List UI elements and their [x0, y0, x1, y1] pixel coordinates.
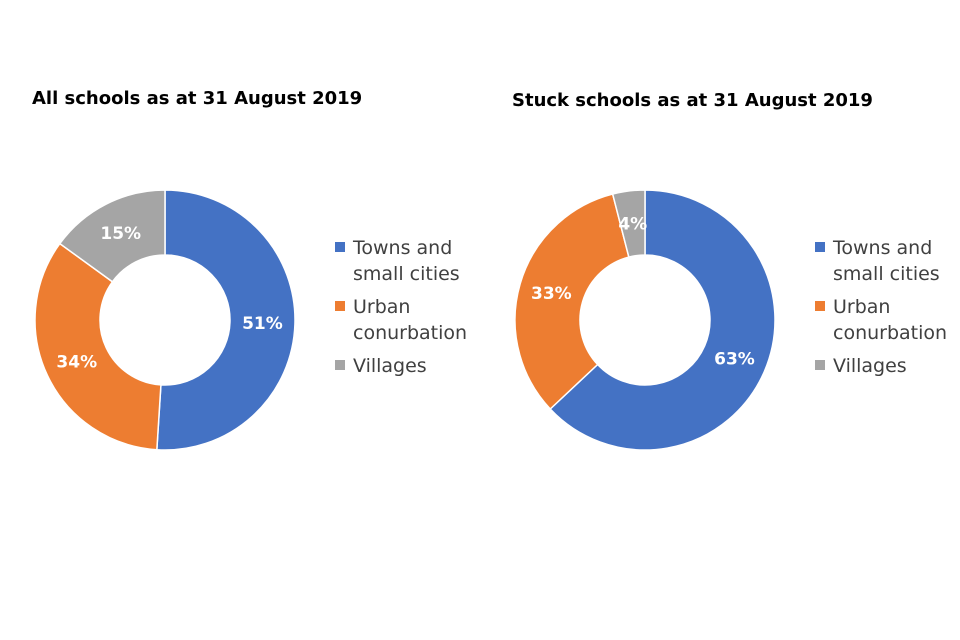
- data-label-towns-and-small-cities: 51%: [242, 314, 283, 334]
- legend-label: conurbation: [833, 322, 947, 344]
- legend-label: small cities: [353, 263, 460, 285]
- legend-item-urban-conurbation: Urban conurbation: [815, 296, 947, 344]
- data-label-villages: 15%: [100, 224, 141, 244]
- legend-swatch: [335, 242, 345, 252]
- chart-title: Stuck schools as at 31 August 2019: [512, 90, 873, 111]
- data-label-urban-conurbation: 33%: [531, 284, 572, 304]
- legend-item-towns-and-small-cities: Towns and small cities: [335, 237, 460, 285]
- legend-label: Towns and: [832, 237, 932, 259]
- data-label-urban-conurbation: 34%: [56, 353, 97, 373]
- legend-swatch: [335, 360, 345, 370]
- chart-title: All schools as at 31 August 2019: [32, 88, 362, 109]
- data-label-towns-and-small-cities: 63%: [714, 350, 755, 370]
- legend-label: Urban: [833, 296, 890, 318]
- legend-label: conurbation: [353, 322, 467, 344]
- legend-swatch: [815, 242, 825, 252]
- legend-label: Villages: [353, 355, 427, 377]
- legend-swatch: [815, 301, 825, 311]
- data-labels: 63% 33% 4%: [531, 214, 755, 369]
- data-label-villages: 4%: [618, 214, 647, 234]
- chart-all-schools: All schools as at 31 August 2019 51% 34% 1…: [32, 88, 467, 451]
- legend: Towns and small cities Urban conurbation Vil…: [335, 237, 467, 377]
- slice-towns-and-small-cities: [156, 189, 296, 451]
- legend-label: Villages: [833, 355, 907, 377]
- legend-swatch: [815, 360, 825, 370]
- legend-item-villages: Villages: [335, 355, 427, 377]
- legend-item-towns-and-small-cities: Towns and small cities: [815, 237, 940, 285]
- legend: Towns and small cities Urban conurbation Vil…: [815, 237, 947, 377]
- slice-urban-conurbation: [34, 242, 162, 451]
- data-labels: 51% 34% 15%: [56, 224, 282, 372]
- legend-swatch: [335, 301, 345, 311]
- donut-slices: [514, 189, 776, 451]
- slice-villages: [611, 189, 646, 258]
- slice-urban-conurbation: [514, 193, 630, 411]
- legend-item-urban-conurbation: Urban conurbation: [335, 296, 467, 344]
- legend-label: small cities: [833, 263, 940, 285]
- slice-villages: [58, 189, 166, 283]
- donut-slices: [34, 189, 296, 451]
- legend-item-villages: Villages: [815, 355, 907, 377]
- chart-stuck-schools: Stuck schools as at 31 August 2019 63% 33…: [512, 90, 947, 451]
- slice-towns-and-small-cities: [549, 189, 776, 451]
- legend-label: Towns and: [352, 237, 452, 259]
- legend-label: Urban: [353, 296, 410, 318]
